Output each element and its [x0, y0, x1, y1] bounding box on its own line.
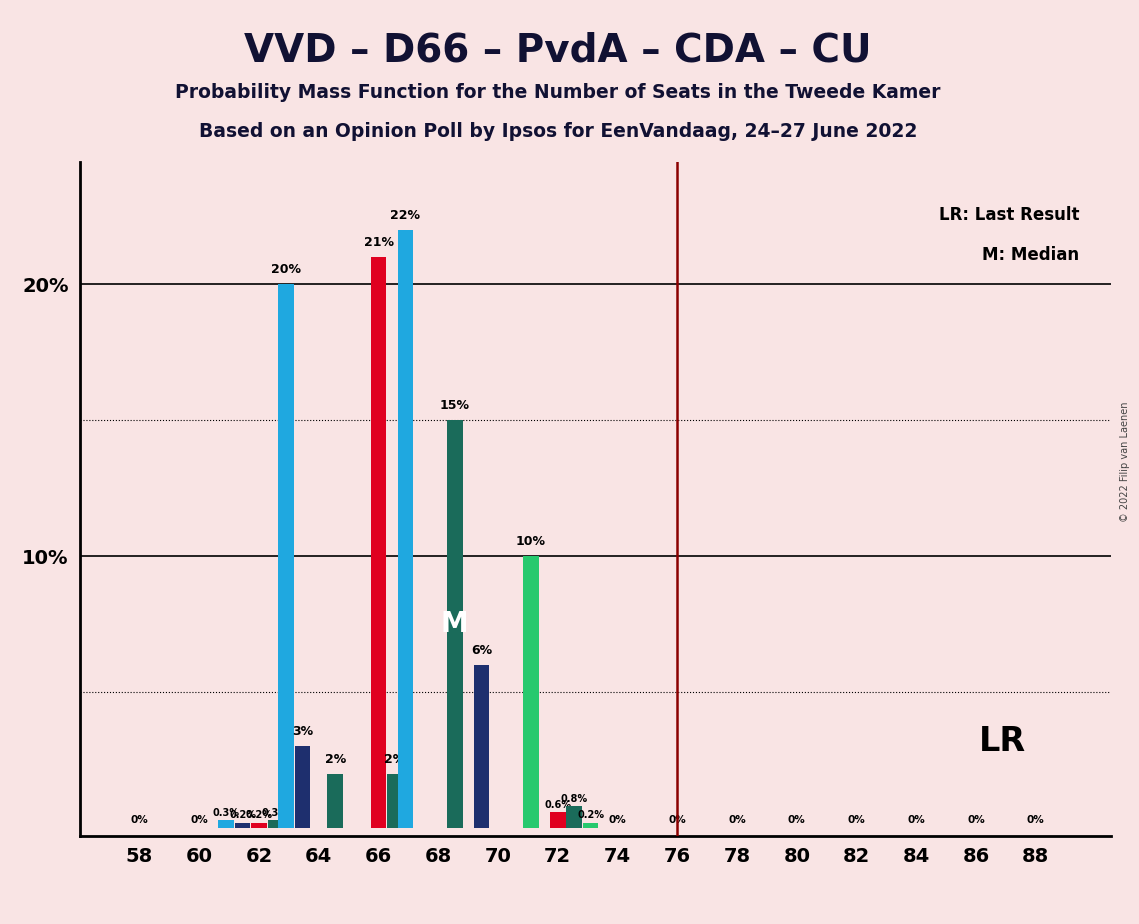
- Text: 0%: 0%: [908, 815, 925, 825]
- Text: 0%: 0%: [847, 815, 866, 825]
- Text: 0.6%: 0.6%: [544, 799, 572, 809]
- Text: 0.3%: 0.3%: [213, 808, 239, 818]
- Text: 2%: 2%: [325, 752, 346, 765]
- Text: 10%: 10%: [516, 535, 546, 548]
- Bar: [235, 822, 251, 828]
- Text: 0%: 0%: [190, 815, 208, 825]
- Text: 3%: 3%: [292, 725, 313, 738]
- Bar: [295, 747, 310, 828]
- Text: 0.2%: 0.2%: [229, 810, 256, 821]
- Text: LR: LR: [978, 725, 1026, 759]
- Text: 0.8%: 0.8%: [560, 794, 588, 804]
- Text: 2%: 2%: [384, 752, 405, 765]
- Text: 0%: 0%: [1027, 815, 1044, 825]
- Text: 0%: 0%: [131, 815, 148, 825]
- Bar: [327, 773, 343, 828]
- Text: Based on an Opinion Poll by Ipsos for EenVandaag, 24–27 June 2022: Based on an Opinion Poll by Ipsos for Ee…: [199, 122, 917, 141]
- Text: 0%: 0%: [669, 815, 686, 825]
- Text: 6%: 6%: [472, 644, 492, 657]
- Text: Probability Mass Function for the Number of Seats in the Tweede Kamer: Probability Mass Function for the Number…: [175, 83, 941, 103]
- Text: 21%: 21%: [363, 236, 393, 249]
- Text: M: M: [441, 610, 468, 638]
- Text: 0%: 0%: [788, 815, 805, 825]
- Text: VVD – D66 – PvdA – CDA – CU: VVD – D66 – PvdA – CDA – CU: [244, 31, 872, 69]
- Text: © 2022 Filip van Laenen: © 2022 Filip van Laenen: [1121, 402, 1130, 522]
- Bar: [398, 230, 413, 828]
- Text: 0%: 0%: [728, 815, 746, 825]
- Text: 0.3%: 0.3%: [262, 808, 289, 818]
- Text: 0%: 0%: [608, 815, 626, 825]
- Bar: [219, 820, 233, 828]
- Text: LR: Last Result: LR: Last Result: [939, 205, 1080, 224]
- Bar: [566, 807, 582, 828]
- Bar: [583, 822, 598, 828]
- Text: 20%: 20%: [271, 263, 301, 276]
- Text: M: Median: M: Median: [983, 246, 1080, 264]
- Bar: [252, 822, 267, 828]
- Text: 22%: 22%: [391, 209, 420, 222]
- Text: 0%: 0%: [967, 815, 985, 825]
- Bar: [550, 812, 566, 828]
- Bar: [370, 257, 386, 828]
- Bar: [446, 420, 462, 828]
- Text: 0.2%: 0.2%: [246, 810, 272, 821]
- Bar: [278, 284, 294, 828]
- Bar: [268, 820, 284, 828]
- Bar: [387, 773, 403, 828]
- Text: 0.2%: 0.2%: [577, 810, 604, 821]
- Bar: [523, 556, 539, 828]
- Bar: [474, 665, 490, 828]
- Text: 15%: 15%: [440, 399, 469, 412]
